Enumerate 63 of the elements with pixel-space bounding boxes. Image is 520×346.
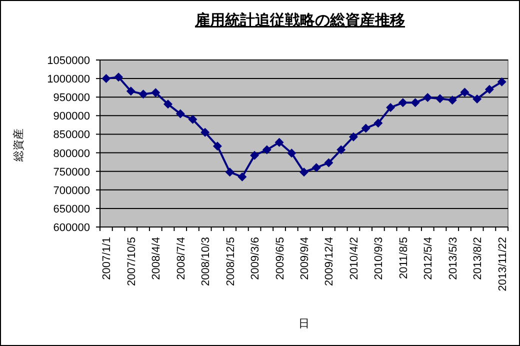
point bbox=[472, 94, 482, 104]
point bbox=[262, 145, 272, 154]
point bbox=[348, 132, 358, 142]
point bbox=[238, 172, 247, 182]
x-tick-label: 2008/12/5 bbox=[224, 237, 237, 286]
y-tick-label: 900000 bbox=[53, 110, 90, 123]
point bbox=[448, 96, 457, 105]
point bbox=[361, 124, 370, 133]
point bbox=[336, 145, 346, 154]
y-tick-label: 650000 bbox=[53, 203, 90, 216]
x-tick-label: 2011/8/5 bbox=[398, 237, 410, 280]
y-tick-label: 750000 bbox=[53, 166, 90, 178]
x-tick-label: 2008/10/3 bbox=[200, 237, 212, 286]
point bbox=[398, 98, 408, 108]
point bbox=[386, 103, 396, 112]
x-tick-label: 2007/10/5 bbox=[126, 237, 138, 286]
chart-title: 雇用統計追従戦略の総資産推移 bbox=[194, 11, 405, 29]
point bbox=[151, 88, 160, 98]
y-tick-label: 800000 bbox=[53, 148, 90, 160]
x-tick-label: 2010/4/2 bbox=[348, 237, 360, 280]
point bbox=[114, 72, 124, 82]
point bbox=[410, 98, 420, 108]
point bbox=[200, 128, 210, 137]
point bbox=[497, 77, 506, 86]
point bbox=[374, 118, 383, 128]
point bbox=[460, 88, 470, 97]
x-tick-label: 2013/8/2 bbox=[472, 237, 484, 280]
x-tick-label: 2009/9/4 bbox=[299, 237, 311, 280]
point bbox=[102, 74, 111, 84]
x-tick-label: 2008/7/4 bbox=[175, 237, 188, 280]
point bbox=[212, 142, 222, 151]
x-tick-label: 2013/11/22 bbox=[496, 237, 509, 292]
point bbox=[484, 84, 494, 94]
x-tick-label: 2009/3/6 bbox=[250, 237, 262, 280]
y-tick-label: 850000 bbox=[53, 129, 90, 142]
x-axis-title: 日 bbox=[298, 318, 310, 330]
x-tick-label: 2010/9/3 bbox=[373, 237, 386, 280]
x-tick-label: 2012/5/4 bbox=[422, 237, 435, 280]
x-tick-label: 2009/6/5 bbox=[274, 237, 286, 280]
point bbox=[138, 90, 148, 99]
point bbox=[300, 168, 308, 177]
point bbox=[250, 150, 260, 160]
y-axis-title: 総資産 bbox=[12, 128, 25, 162]
y-tick-label: 700000 bbox=[53, 184, 90, 197]
point bbox=[287, 148, 296, 158]
y-tick-label: 950000 bbox=[53, 92, 90, 104]
point bbox=[126, 86, 136, 96]
x-tick-label: 2007/1/1 bbox=[101, 237, 114, 280]
point bbox=[312, 163, 321, 172]
point bbox=[274, 138, 284, 147]
point bbox=[436, 94, 444, 104]
point bbox=[324, 158, 334, 168]
point bbox=[188, 114, 198, 124]
point bbox=[176, 109, 185, 118]
y-tick-label: 1050000 bbox=[47, 55, 90, 67]
point bbox=[225, 168, 234, 177]
y-tick-label: 600000 bbox=[53, 222, 90, 234]
point bbox=[164, 100, 172, 109]
x-tick-label: 2008/4/4 bbox=[150, 237, 163, 280]
y-tick-label: 1000000 bbox=[47, 74, 90, 86]
x-tick-label: 2013/5/3 bbox=[447, 237, 460, 280]
x-tick-label: 2009/12/4 bbox=[324, 237, 336, 286]
point bbox=[423, 92, 432, 102]
